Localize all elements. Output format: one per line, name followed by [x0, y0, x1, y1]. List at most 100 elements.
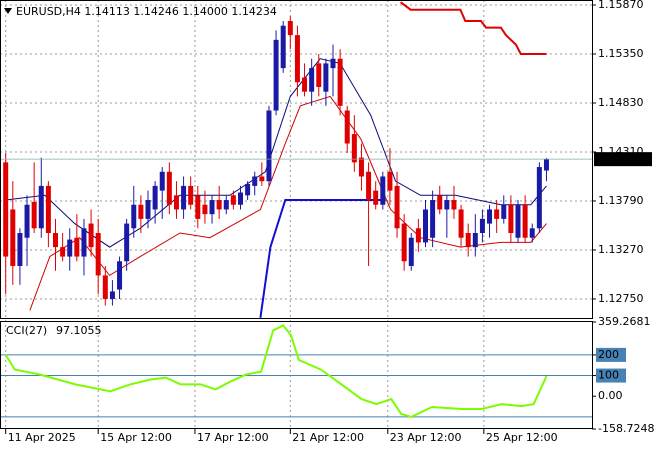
candle-body [415, 228, 421, 243]
candle-body [309, 68, 315, 92]
candle-body [138, 204, 144, 219]
candle-body [173, 195, 179, 210]
y-tick-label: -158.7248 [598, 422, 654, 435]
x-tick-label: 17 Apr 12:00 [197, 431, 269, 444]
candle-body [394, 185, 400, 229]
candle-body [31, 201, 37, 229]
candle-body [280, 25, 286, 69]
candle-body [45, 185, 51, 234]
candle-body [302, 77, 308, 92]
candle-body [216, 200, 222, 210]
candle-body [522, 204, 528, 238]
candle-body [117, 261, 123, 290]
candle-body [316, 63, 322, 87]
candle-body [53, 233, 58, 248]
candle-body [81, 228, 87, 257]
candle-body [266, 110, 272, 182]
candle-body [202, 204, 208, 215]
candle-body [479, 218, 485, 234]
price-label: 1.14234 [598, 152, 644, 165]
candle-body [238, 192, 243, 205]
candle-body [494, 209, 500, 219]
menu-triangle [4, 8, 12, 14]
candle-body [472, 233, 478, 248]
candle-body [508, 204, 514, 234]
candle-body [223, 200, 229, 210]
level-label-box [596, 368, 626, 383]
x-tick-label: 21 Apr 12:00 [292, 431, 364, 444]
y-tick-label: 1.12750 [598, 292, 644, 305]
y-tick-label: 200 [598, 348, 619, 361]
candle-body [465, 233, 471, 248]
candle-body [102, 275, 108, 299]
candle-body [145, 200, 151, 219]
y-tick-label: 1.14830 [598, 96, 644, 109]
candle-body [24, 204, 30, 238]
candle-body [351, 134, 357, 163]
y-tick-label: 1.15870 [598, 0, 644, 11]
y-tick-label: 100 [598, 369, 619, 382]
cci-frame [0, 321, 593, 429]
candle-body [543, 159, 549, 171]
y-tick-label: 1.13270 [598, 243, 644, 256]
candle-body [536, 167, 542, 229]
candle-body [230, 195, 236, 205]
indicator-name: CCI(27) [6, 324, 47, 337]
candle-body [60, 247, 66, 257]
candle-body [245, 184, 251, 196]
candle-body [131, 204, 137, 229]
candle-body [287, 21, 293, 36]
candle-body [3, 162, 9, 257]
candle-body [437, 195, 443, 210]
x-tick-label: 15 Apr 12:00 [100, 431, 172, 444]
candle-body [515, 204, 521, 238]
candle-body [152, 185, 158, 210]
chart-header: EURUSD,H4 1.14113 1.14246 1.14000 1.1423… [16, 5, 277, 18]
candle-body [430, 200, 436, 238]
candle-body [273, 39, 279, 111]
candle-body [67, 239, 73, 257]
candle-body [387, 171, 393, 191]
candle-body [17, 233, 23, 266]
candle-body [88, 223, 94, 248]
candle-body [487, 209, 493, 224]
y-tick-label: 359.2681 [598, 315, 651, 328]
candle-body [124, 223, 130, 262]
candle-body [366, 171, 372, 201]
candle-body [10, 209, 16, 266]
y-tick-label: 0.00 [598, 389, 623, 402]
candle-body [95, 233, 101, 276]
candle-body [188, 185, 194, 205]
candle-body [458, 209, 464, 238]
candle-body [166, 171, 172, 205]
candle-body [501, 204, 507, 219]
x-tick-label: 11 Apr 2025 [8, 431, 76, 444]
candle-body [38, 185, 44, 229]
indicator-line [4, 324, 548, 418]
candle-body [408, 237, 414, 266]
candle-body [444, 200, 450, 210]
y-tick-label: 1.13790 [598, 194, 644, 207]
candle-body [529, 228, 535, 238]
candle-body [373, 190, 379, 205]
candle-body [195, 195, 201, 219]
indicator-line [259, 199, 386, 318]
level-label-box [596, 347, 626, 362]
candle-body [358, 157, 364, 177]
candle-body [259, 176, 265, 182]
candle-body [323, 63, 329, 92]
candle-body [252, 176, 258, 186]
candle-body [74, 237, 80, 257]
price-label-box [594, 152, 652, 167]
x-tick-label: 23 Apr 12:00 [390, 431, 462, 444]
candle-body [181, 185, 187, 210]
candle-body [401, 223, 407, 262]
candle-body [380, 176, 386, 205]
candle-body [330, 58, 336, 69]
candle-body [344, 110, 350, 144]
candle-body [109, 291, 115, 299]
candle-body [337, 58, 343, 106]
candle-body [159, 171, 165, 191]
